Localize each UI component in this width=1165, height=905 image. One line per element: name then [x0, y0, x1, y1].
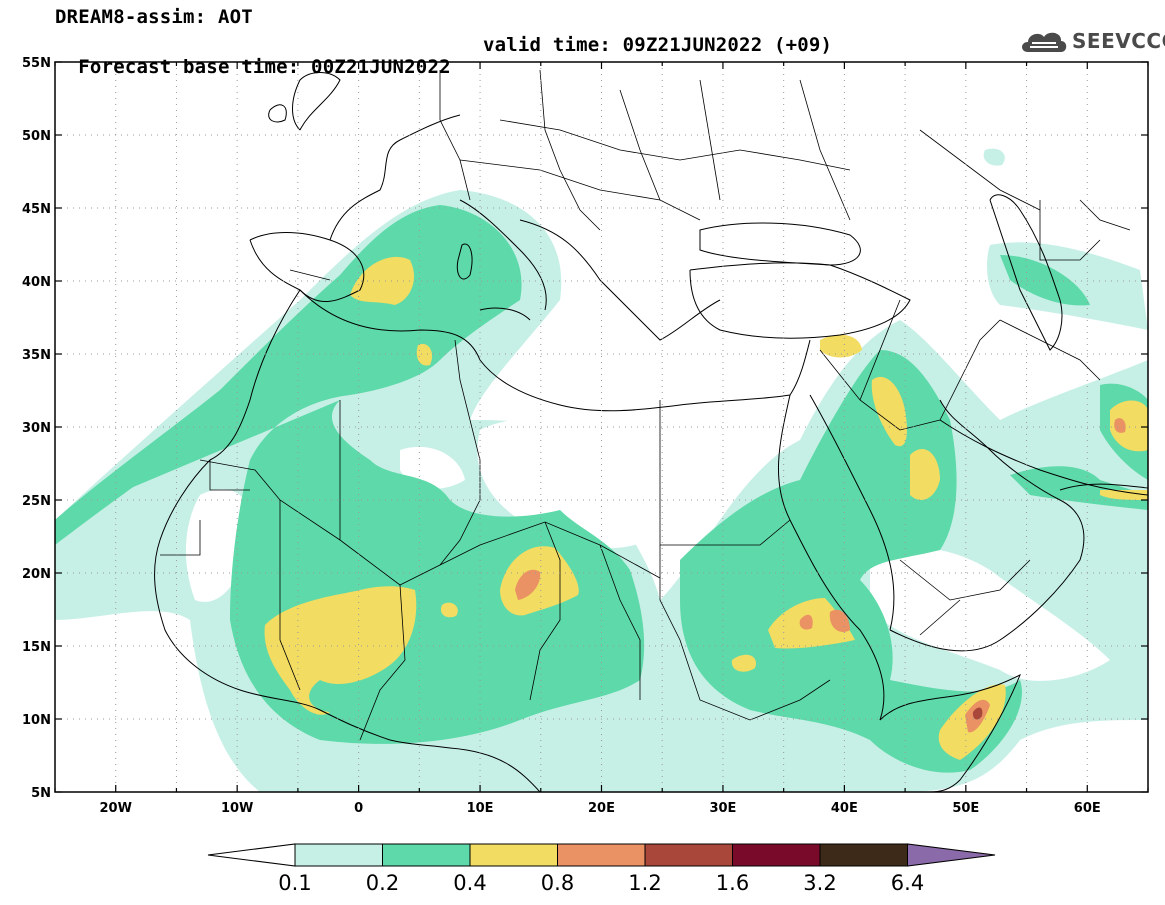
aot-level-0.2 — [55, 205, 1148, 773]
colorbar-level-label: 3.2 — [803, 871, 836, 895]
country-borders — [160, 69, 1131, 741]
lon-label: 40E — [831, 801, 858, 816]
colorbar-segment — [819, 843, 908, 867]
lat-lon-grid — [55, 62, 1148, 792]
lon-label: 30E — [709, 801, 736, 816]
valid-time: valid time: 09Z21JUN2022 (+09) — [483, 34, 833, 56]
coastlines — [154, 72, 1148, 792]
colorbar-segment — [557, 843, 646, 867]
lat-label: 15N — [22, 640, 51, 655]
lon-label: 10E — [467, 801, 494, 816]
colorbar-level-label: 1.2 — [628, 871, 661, 895]
lon-label: 20W — [100, 801, 132, 816]
cloud-icon — [1022, 32, 1067, 52]
logo-text: SEEVCCC — [1072, 29, 1165, 53]
lon-label: 60E — [1074, 801, 1101, 816]
colorbar-segment — [469, 843, 558, 867]
lat-label: 55N — [22, 56, 51, 71]
colorbar-level-label: 0.8 — [541, 871, 574, 895]
aot-colorbar: 0.1 0.2 0.4 0.8 1.2 1.6 3.2 6.4 — [207, 843, 996, 895]
lon-label: 10W — [221, 801, 253, 816]
lat-label: 35N — [22, 348, 51, 363]
axis-ticks — [54, 61, 1149, 793]
lon-label: 20E — [588, 801, 615, 816]
seevccc-logo: SEEVCCC — [1018, 26, 1165, 58]
colorbar-level-label: 0.4 — [453, 871, 486, 895]
colorbar-level-label: 0.1 — [278, 871, 311, 895]
colorbar-level-label: 1.6 — [716, 871, 749, 895]
map-title: DREAM8-assim: AOT — [55, 6, 253, 28]
colorbar-min-arrow — [207, 843, 296, 867]
lat-label: 25N — [22, 494, 51, 509]
longitude-labels: 20W 10W 0 10E 20E 30E 40E 50E 60E — [100, 801, 1101, 816]
lat-label: 30N — [22, 421, 51, 436]
lon-label: 0 — [354, 801, 363, 816]
colorbar-level-label: 0.2 — [366, 871, 399, 895]
lat-label: 40N — [22, 275, 51, 290]
colorbar-segment — [382, 843, 471, 867]
colorbar-level-label: 6.4 — [891, 871, 924, 895]
colorbar-segment — [732, 843, 821, 867]
lat-label: 20N — [22, 567, 51, 582]
colorbar-segment — [644, 843, 733, 867]
colorbar-segment — [294, 843, 383, 867]
lat-label: 50N — [22, 129, 51, 144]
colorbar-max-arrow — [907, 843, 996, 867]
lat-label: 45N — [22, 202, 51, 217]
lat-label: 5N — [31, 786, 51, 801]
latitude-labels: 55N 50N 45N 40N 35N 30N 25N 20N 15N 10N 5N — [22, 56, 51, 801]
lat-label: 10N — [22, 713, 51, 728]
aot-clear-areas — [185, 419, 1110, 681]
forecast-times: Forecast base time: 00Z21JUN2022 valid t… — [55, 34, 832, 100]
aot-field — [55, 148, 1148, 792]
aot-level-1.2 — [972, 707, 983, 720]
lon-label: 50E — [952, 801, 979, 816]
